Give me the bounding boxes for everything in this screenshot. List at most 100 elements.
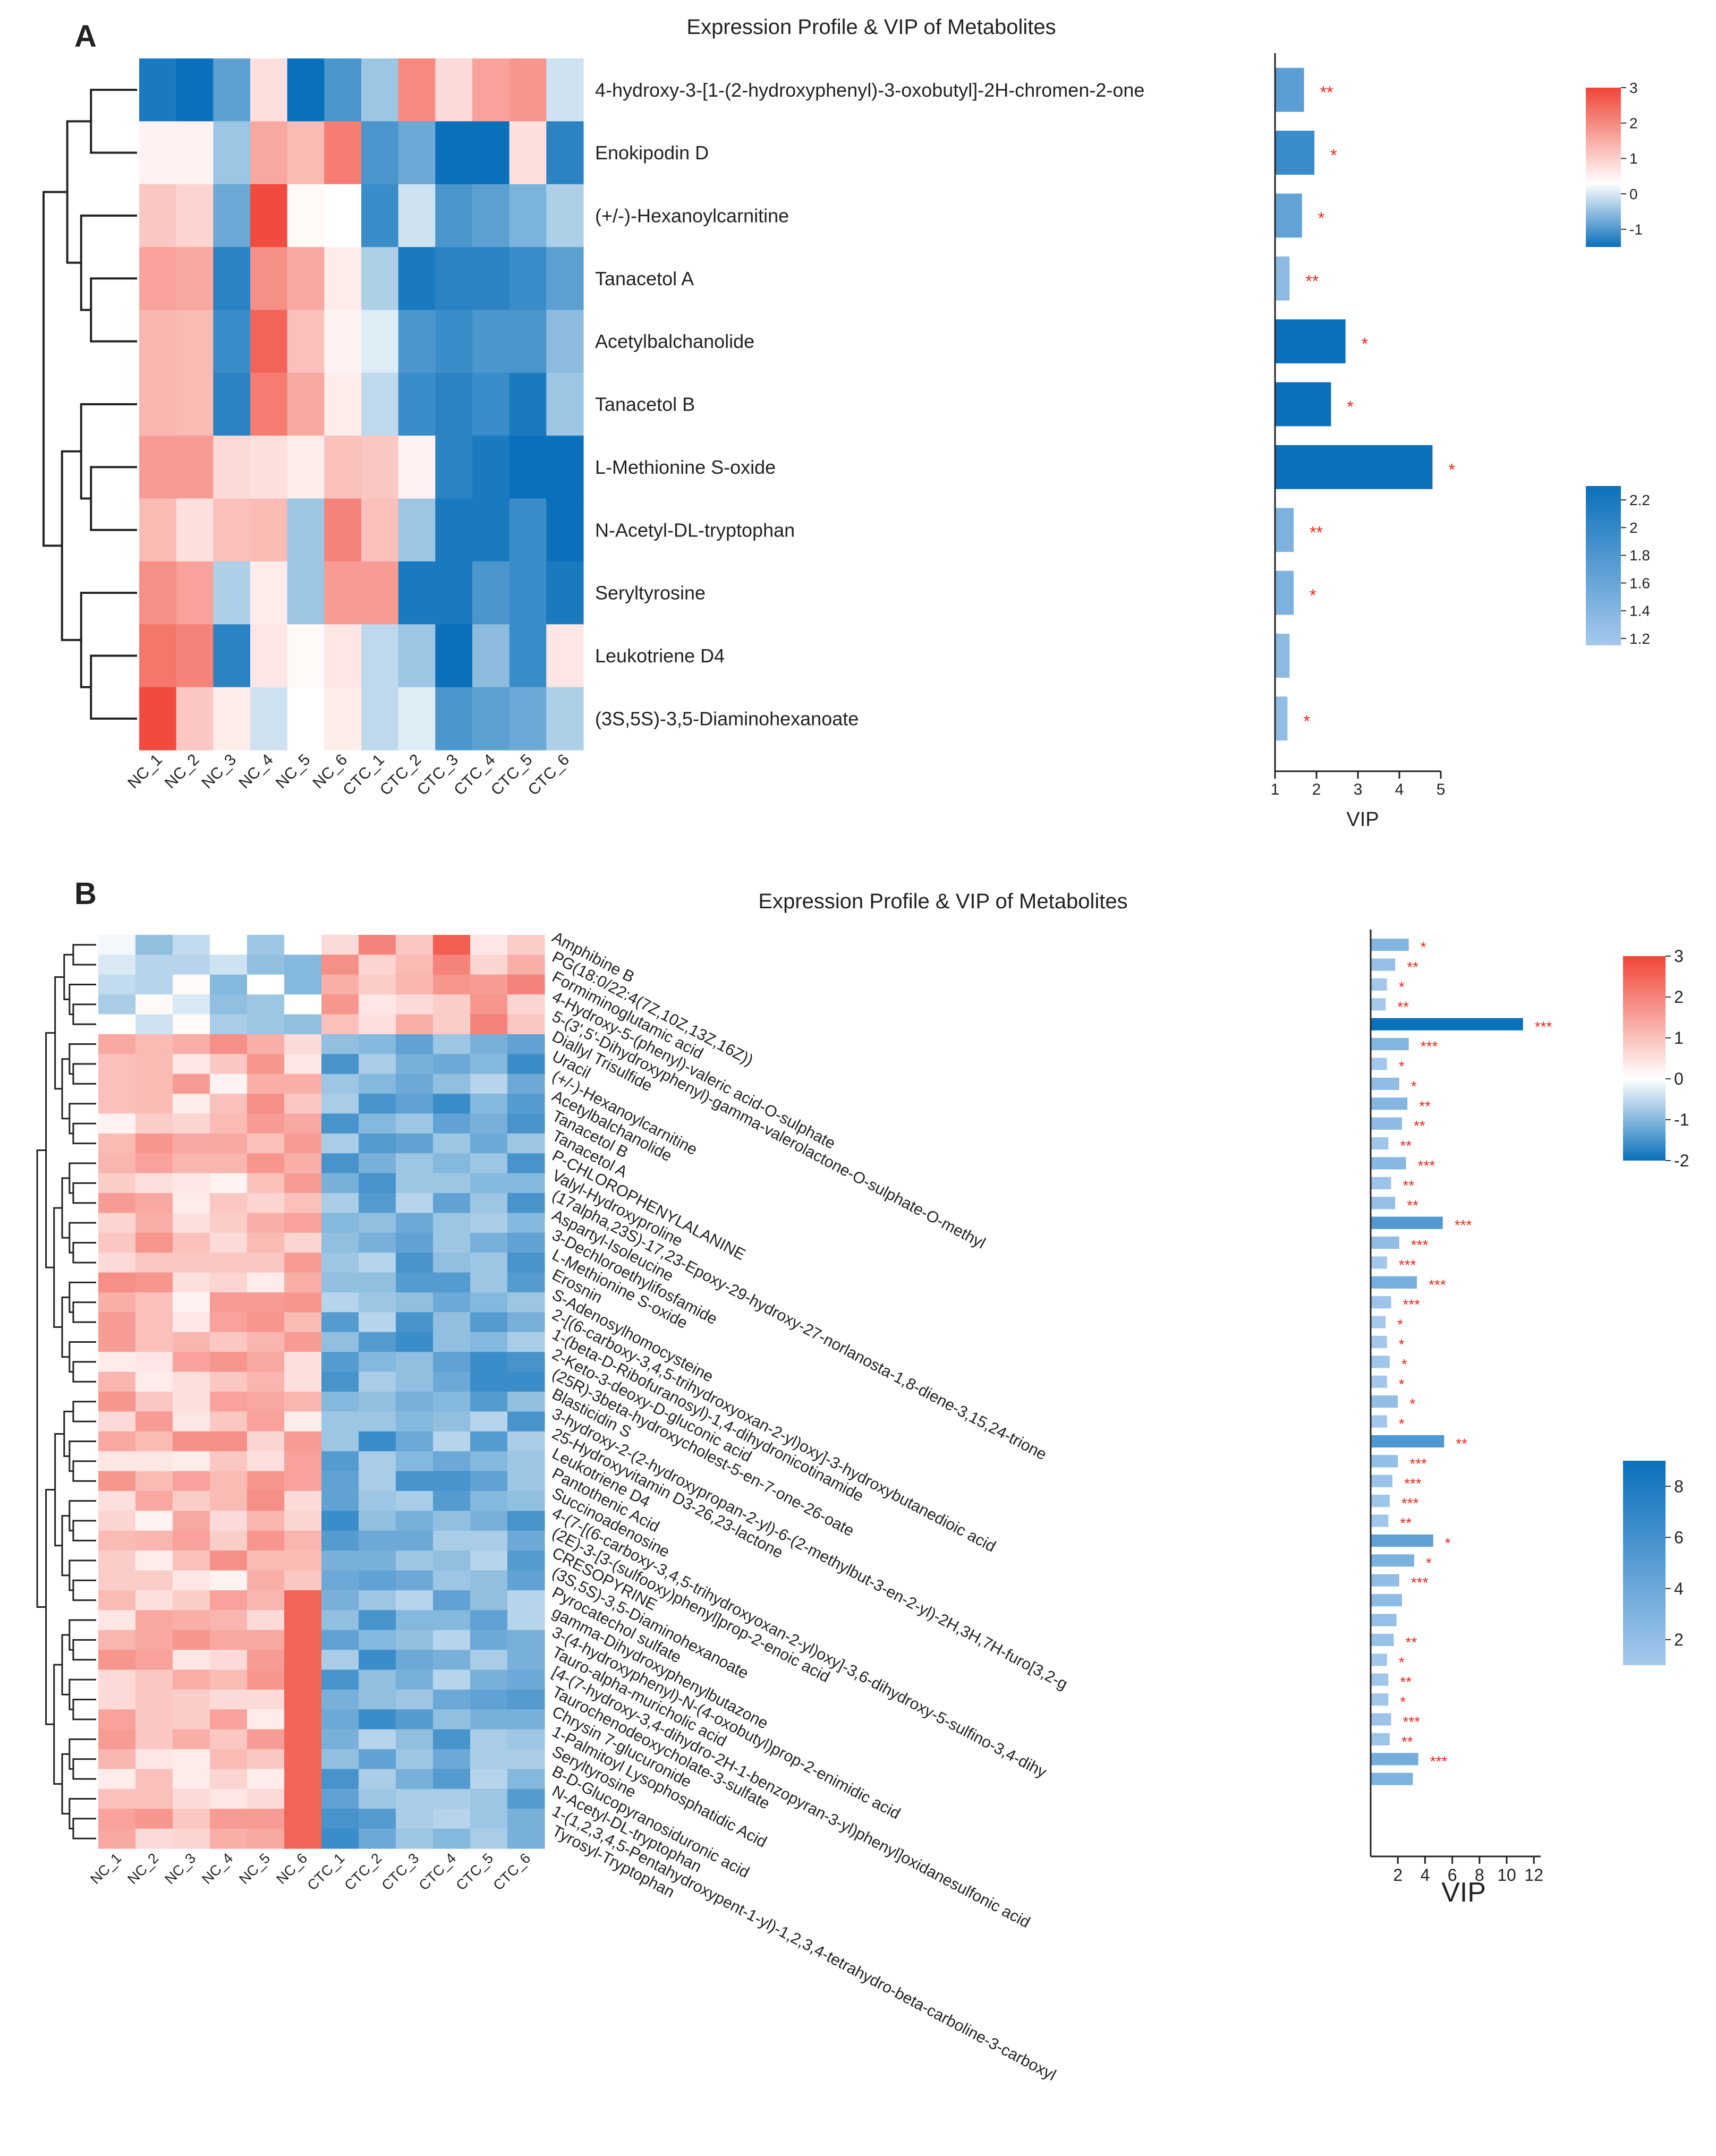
heatmap-cell — [435, 247, 473, 311]
heatmap-cell — [321, 1392, 359, 1412]
heatmap-cell — [176, 624, 214, 688]
heatmap-cell — [359, 1630, 396, 1650]
heatmap-cell — [98, 1014, 136, 1035]
vip-bar — [1371, 1296, 1391, 1309]
heatmap-cell — [359, 1193, 396, 1214]
significance-mark: *** — [1421, 1038, 1438, 1055]
heatmap-cell — [470, 1769, 508, 1789]
heatmap-cell — [321, 1332, 359, 1352]
heatmap-cell — [396, 955, 434, 975]
heatmap-cell — [321, 1511, 359, 1531]
metabolite-label: L-Methionine S-oxide — [595, 456, 776, 478]
sample-label: NC_2 — [124, 1850, 162, 1887]
heatmap-cell — [321, 1193, 359, 1214]
heatmap-cell — [435, 687, 473, 751]
heatmap-cell — [98, 1431, 136, 1452]
heatmap-cell — [324, 624, 362, 688]
heatmap-cell — [396, 1193, 434, 1214]
heatmap-cell — [247, 1788, 285, 1809]
heatmap-cell — [213, 436, 251, 499]
heatmap-cell — [359, 1709, 396, 1730]
heatmap-cell — [98, 1213, 136, 1233]
heatmap-cell — [284, 1490, 322, 1511]
vip-bar — [1371, 1594, 1402, 1607]
heatmap-cell — [470, 1630, 508, 1650]
dendrogram-branch — [61, 1177, 70, 1239]
heatmap-cell — [135, 994, 173, 1015]
heatmap-cell — [284, 1113, 322, 1134]
heatmap-cell — [398, 310, 436, 373]
heatmap-cell — [472, 121, 510, 185]
heatmap-cell — [507, 1312, 545, 1333]
heatmap-cell — [287, 498, 325, 562]
heatmap-cell — [433, 1610, 471, 1631]
heatmap-cell — [472, 247, 510, 311]
heatmap-cell — [396, 1689, 434, 1710]
heatmap-cell — [176, 184, 214, 248]
panel-b-metabolite-labels: Amphibine BPG(18:0/22:4(7Z,10Z,13Z,16Z))… — [549, 928, 1071, 2084]
heatmap-cell — [507, 1809, 545, 1829]
vip-bar — [1371, 998, 1386, 1011]
heatmap-cell — [470, 1133, 508, 1154]
heatmap-cell — [321, 1590, 359, 1610]
vip-bar — [1371, 1077, 1399, 1090]
heatmap-cell — [324, 121, 362, 185]
heatmap-cell — [433, 974, 471, 995]
significance-mark: ** — [1419, 1098, 1431, 1114]
sample-label: NC_1 — [87, 1850, 124, 1887]
heatmap-cell — [284, 974, 322, 995]
heatmap-cell — [433, 1490, 471, 1511]
heatmap-cell — [509, 372, 547, 436]
vip-bar — [1371, 1514, 1389, 1527]
heatmap-cell — [213, 58, 251, 122]
heatmap-cell — [507, 1332, 545, 1352]
legend-tick-label: 2 — [1674, 987, 1684, 1007]
heatmap-cell — [361, 310, 399, 373]
vip-bar — [1371, 978, 1387, 991]
heatmap-cell — [470, 1034, 508, 1054]
metabolite-label: Leukotriene D4 — [595, 645, 725, 667]
heatmap-cell — [210, 1034, 248, 1054]
significance-mark: * — [1421, 939, 1426, 956]
heatmap-cell — [359, 1669, 396, 1690]
heatmap-cell — [470, 1213, 508, 1233]
heatmap-cell — [433, 1590, 471, 1610]
heatmap-cell — [396, 1312, 434, 1333]
heatmap-cell — [396, 1729, 434, 1750]
dendrogram-branch — [90, 277, 137, 343]
vip-bar — [1371, 1772, 1413, 1785]
heatmap-cell — [359, 1054, 396, 1075]
heatmap-cell — [324, 310, 362, 373]
panel-a-title: Expression Profile & VIP of Metabolites — [686, 15, 1056, 39]
heatmap-cell — [139, 498, 177, 562]
heatmap-cell — [284, 1411, 322, 1432]
vip-bar — [1275, 382, 1331, 427]
heatmap-cell — [470, 1193, 508, 1214]
heatmap-cell — [173, 1511, 210, 1531]
heatmap-cell — [284, 1630, 322, 1650]
heatmap-cell — [507, 1451, 545, 1472]
heatmap-cell — [396, 1292, 434, 1313]
heatmap-cell — [321, 1749, 359, 1770]
heatmap-cell — [321, 1570, 359, 1591]
heatmap-cell — [210, 1788, 248, 1809]
significance-mark: *** — [1411, 1237, 1429, 1254]
heatmap-cell — [398, 498, 436, 562]
vip-bar — [1371, 1475, 1392, 1487]
significance-mark: *** — [1399, 1257, 1416, 1273]
heatmap-cell — [361, 372, 399, 436]
dendrogram-branch — [72, 1699, 96, 1720]
heatmap-cell — [433, 1809, 471, 1829]
heatmap-cell — [470, 935, 508, 955]
heatmap-cell — [176, 436, 214, 499]
heatmap-cell — [250, 687, 288, 751]
heatmap-cell — [359, 1173, 396, 1194]
vip-bar — [1371, 1554, 1414, 1567]
heatmap-cell — [546, 687, 584, 751]
heatmap-cell — [359, 1530, 396, 1551]
heatmap-cell — [321, 1232, 359, 1253]
heatmap-cell — [176, 561, 214, 625]
heatmap-cell — [98, 935, 136, 955]
heatmap-cell — [507, 935, 545, 955]
heatmap-cell — [284, 994, 322, 1015]
